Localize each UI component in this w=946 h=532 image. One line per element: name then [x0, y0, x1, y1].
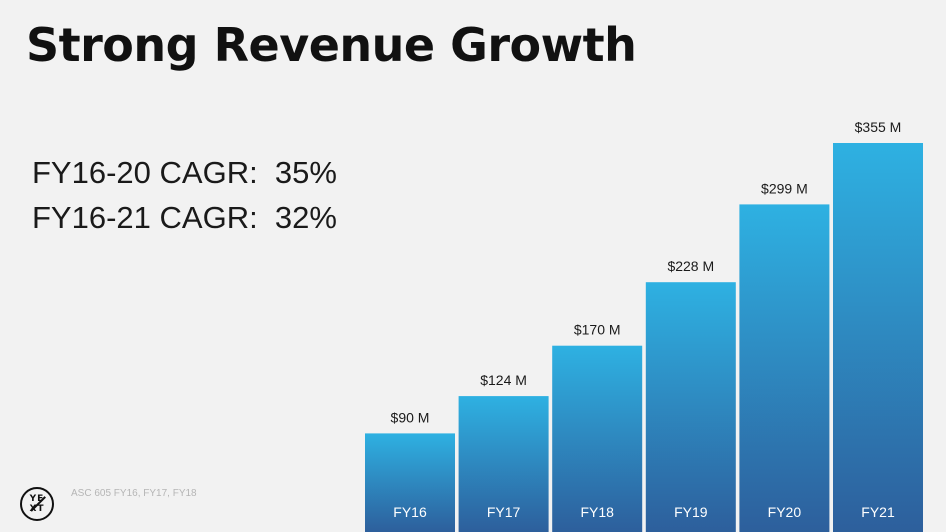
- page-title: Strong Revenue Growth: [26, 18, 637, 72]
- bar-category-label: FY20: [768, 504, 802, 520]
- bar-fy18: [552, 345, 643, 532]
- bar-value-label: $170 M: [574, 322, 621, 338]
- bar-group: $90 M FY16 $124 M FY17 $170 M FY18 $228 M FY19 $…: [365, 119, 923, 532]
- footnote: ASC 605 FY16, FY17, FY18: [71, 488, 197, 499]
- bar-category-label: FY21: [861, 504, 895, 520]
- bar-value-label: $299 M: [761, 180, 808, 196]
- logo-text-top: YE: [29, 494, 45, 504]
- bar-category-label: FY16: [393, 504, 427, 520]
- bar-category-label: FY19: [674, 504, 708, 520]
- bar-category-label: FY17: [487, 504, 521, 520]
- bar-fy20: [739, 204, 830, 532]
- bar-value-label: $124 M: [480, 372, 527, 388]
- bar-fy21: [833, 143, 923, 532]
- bar-fy17: [458, 396, 549, 532]
- company-logo: YE XT: [20, 487, 54, 521]
- bar-fy19: [645, 282, 736, 532]
- bar-value-label: $355 M: [855, 119, 902, 135]
- bar-category-label: FY18: [580, 504, 614, 520]
- cagr-fy16-21: FY16-21 CAGR: 32%: [32, 200, 337, 235]
- bar-fy16: [365, 433, 455, 532]
- cagr-fy16-20: FY16-20 CAGR: 35%: [32, 155, 337, 190]
- bar-value-label: $228 M: [667, 258, 714, 274]
- logo-text-bottom: XT: [29, 504, 45, 514]
- bar-value-label: $90 M: [391, 409, 430, 425]
